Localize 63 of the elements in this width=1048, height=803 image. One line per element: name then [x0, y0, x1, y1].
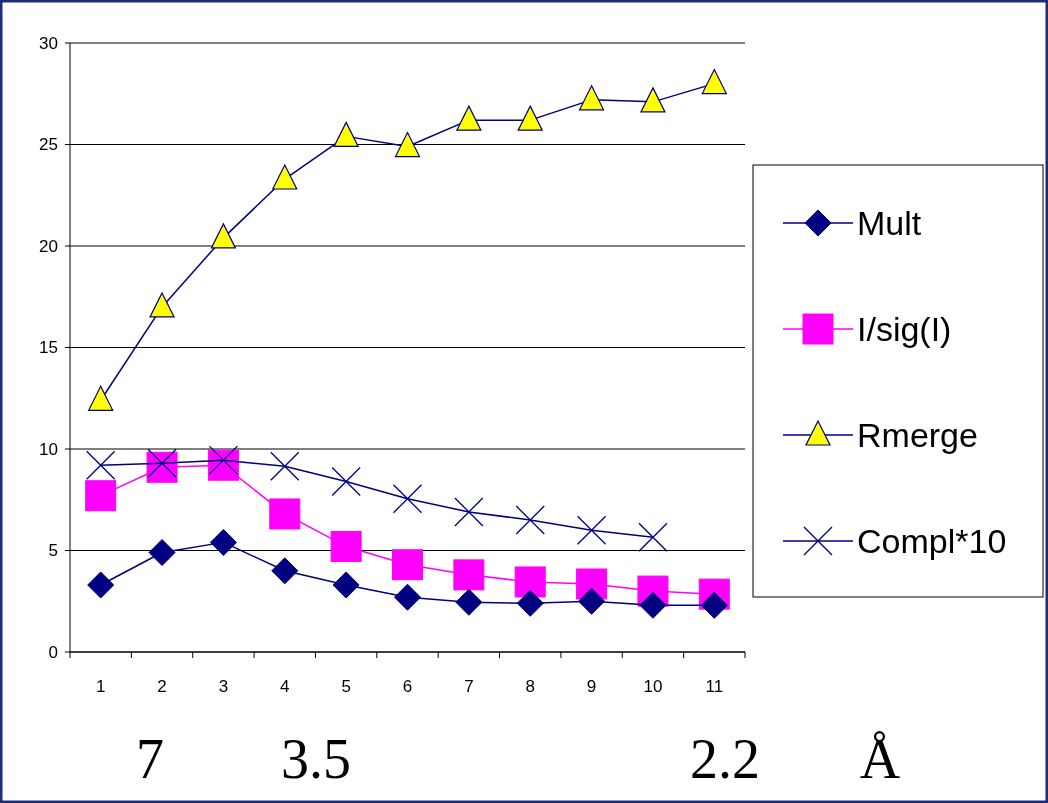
legend-label: Compl*10	[857, 521, 1007, 560]
point	[453, 559, 485, 591]
point	[392, 484, 423, 514]
point	[516, 589, 544, 617]
legend-label: Rmerge	[857, 415, 978, 454]
x-tick-label: 11	[705, 677, 724, 696]
x-tick-label: 2	[157, 677, 167, 696]
text: 7	[136, 728, 164, 790]
x-tick-label: 8	[525, 677, 535, 696]
point	[515, 505, 545, 535]
x-tick-label: 6	[402, 677, 413, 696]
point	[517, 105, 543, 131]
point	[331, 466, 361, 497]
text: 3.5	[281, 728, 351, 790]
y-tick-label: 0	[48, 642, 58, 662]
x-tick-label: 1	[95, 677, 106, 696]
y-tick-label: 30	[39, 33, 58, 53]
x-tick-label: 10	[643, 677, 663, 696]
point	[514, 566, 546, 598]
point	[149, 292, 175, 318]
y-tick-label: 25	[39, 135, 58, 155]
point	[333, 121, 359, 147]
point	[85, 480, 117, 512]
point	[271, 557, 299, 585]
legend-label: Mult	[857, 203, 922, 242]
y-tick-label: 5	[48, 541, 58, 561]
point	[86, 450, 116, 480]
y-tick-label: 20	[39, 236, 58, 256]
x-tick-label: 4	[280, 677, 290, 696]
x-tick-label: 7	[464, 677, 474, 696]
point	[701, 69, 727, 95]
point	[394, 583, 421, 611]
point	[208, 445, 239, 475]
point	[330, 530, 362, 562]
point	[88, 385, 114, 411]
text: Å	[859, 728, 901, 790]
point	[394, 131, 421, 158]
point	[456, 105, 482, 131]
point	[148, 539, 176, 567]
point	[640, 87, 666, 113]
point	[332, 571, 360, 599]
point	[639, 591, 667, 619]
point	[454, 497, 484, 527]
point	[578, 85, 605, 111]
y-tick-label: 10	[39, 439, 58, 459]
x-tick-label: 9	[586, 677, 597, 696]
point	[210, 223, 237, 249]
point	[638, 522, 668, 552]
point	[269, 498, 301, 530]
point	[270, 451, 300, 481]
point	[209, 528, 237, 556]
point	[272, 164, 298, 190]
point	[87, 571, 115, 599]
point	[700, 591, 728, 619]
x-tick-label: 5	[341, 677, 351, 696]
point	[392, 549, 423, 581]
text: 2.2	[690, 728, 760, 790]
point	[578, 587, 606, 615]
point	[455, 588, 483, 616]
x-tick-label: 3	[218, 677, 229, 696]
y-tick-label: 15	[39, 338, 58, 358]
legend-label: I/sig(I)	[857, 309, 952, 348]
point	[576, 515, 607, 545]
